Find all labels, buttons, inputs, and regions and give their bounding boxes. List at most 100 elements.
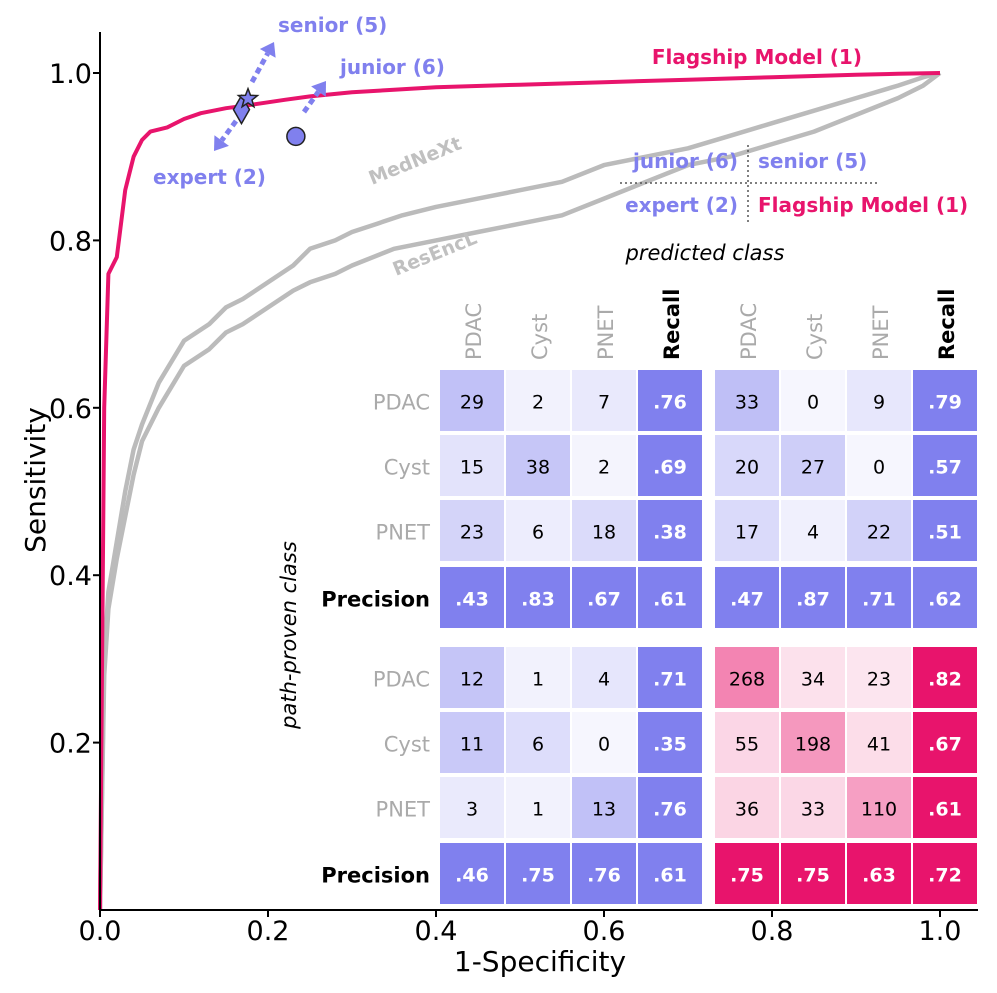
matrix-cell-value: .67 — [587, 589, 621, 611]
y-tick-label: 0.2 — [49, 729, 92, 760]
matrix-cell-value: .69 — [653, 457, 687, 479]
matrix-cell-value: .61 — [653, 589, 687, 611]
matrix-cell — [715, 370, 779, 431]
matrix-cell-value: 38 — [526, 457, 550, 479]
y-tick-label: 0.8 — [49, 226, 92, 257]
row-header: Cyst — [384, 456, 430, 480]
row-header: Precision — [321, 588, 430, 612]
confusion-matrix-junior-6: 29 2 7 .76 15 38 2 .69 23 6 18 .38 .43 .83 .67 .61 — [440, 370, 702, 628]
matrix-cell-value: .83 — [521, 589, 555, 611]
matrix-cell-value: 7 — [598, 392, 610, 414]
matrix-cell-value: .71 — [653, 669, 687, 691]
matrix-cell — [781, 712, 845, 773]
matrix-cell — [847, 647, 911, 708]
matrix-cell-value: .76 — [653, 799, 687, 821]
x-axis-label: 1-Specificity — [454, 945, 626, 978]
matrix-cell — [913, 777, 977, 838]
matrix-cell — [715, 712, 779, 773]
matrix-cell — [506, 567, 570, 628]
matrix-cell — [440, 647, 504, 708]
matrix-cell — [913, 843, 977, 904]
col-header: Cyst — [528, 314, 552, 360]
matrix-cell — [572, 647, 636, 708]
matrix-cell — [440, 712, 504, 773]
junior-label: junior (6) — [339, 55, 445, 79]
matrix-cell-value: 0 — [873, 457, 885, 479]
matrix-cell — [847, 777, 911, 838]
matrix-cell — [506, 777, 570, 838]
matrix-cell — [638, 843, 702, 904]
matrix-cell-value: 0 — [807, 392, 819, 414]
x-tick-label: 0.2 — [247, 916, 290, 947]
matrix-cell-value: 34 — [801, 669, 825, 691]
col-header: Recall — [660, 289, 684, 360]
matrix-cell — [913, 370, 977, 431]
matrix-cell-value: .87 — [796, 589, 830, 611]
matrix-cell-value: .43 — [455, 589, 489, 611]
y-tick-label: 0.6 — [49, 394, 92, 425]
matrix-cell-value: 27 — [801, 457, 825, 479]
matrix-cell — [847, 843, 911, 904]
matrix-cell-value: .82 — [928, 669, 962, 691]
matrix-cell — [715, 647, 779, 708]
matrix-cell-value: .46 — [455, 865, 489, 887]
matrix-cell — [913, 647, 977, 708]
matrix-cell-value: .57 — [928, 457, 962, 479]
matrix-cell — [715, 843, 779, 904]
col-header: PNET — [594, 305, 618, 360]
matrix-cell — [572, 370, 636, 431]
matrix-cell — [440, 567, 504, 628]
matrix-cell-value: 110 — [861, 799, 897, 821]
matrix-cell — [781, 370, 845, 431]
y-tick-label: 1.0 — [49, 59, 92, 90]
matrix-cell-value: 15 — [460, 457, 484, 479]
matrix-cell-value: 4 — [807, 522, 819, 544]
senior-arrow — [249, 42, 276, 84]
matrix-cell-value: 9 — [873, 392, 885, 414]
matrix-cell — [440, 500, 504, 561]
matrix-cell-value: .75 — [796, 865, 830, 887]
matrix-cell-value: .63 — [862, 865, 896, 887]
matrix-cell — [913, 712, 977, 773]
matrix-cell-value: .67 — [928, 734, 962, 756]
matrix-cell — [913, 435, 977, 496]
matrix-cell-value: 198 — [795, 734, 831, 756]
matrix-cell — [715, 777, 779, 838]
matrix-cell — [781, 435, 845, 496]
matrix-cell-value: .47 — [730, 589, 764, 611]
matrix-cell — [638, 777, 702, 838]
matrix-cell-value: 23 — [867, 669, 891, 691]
matrix-cell — [572, 435, 636, 496]
matrix-cell — [781, 647, 845, 708]
confusion-matrix-flagship-model-1: 268 34 23 .82 55 198 41 .67 36 33 110 .61 .75 .75 .63.… — [715, 647, 977, 904]
matrix-cell — [715, 500, 779, 561]
matrix-cell-value: .61 — [928, 799, 962, 821]
matrix-cell-value: 33 — [735, 392, 759, 414]
confusion-matrix-expert-2: 12 1 4 .71 11 6 0 .35 3 1 13 .76 .46 .75 .76 .61 — [440, 647, 702, 904]
matrix-cell — [638, 712, 702, 773]
matrix-cell — [638, 567, 702, 628]
row-header: PNET — [376, 521, 431, 545]
col-header: Recall — [935, 289, 959, 360]
confusion-matrix-senior-5: 33 0 9 .79 20 27 0 .57 17 4 22 .51 .47 .87 .71 .62 — [715, 370, 977, 628]
x-tick-label: 0.4 — [415, 916, 458, 947]
matrix-cell — [781, 500, 845, 561]
col-header: PNET — [869, 305, 893, 360]
matrix-cell-value: 4 — [598, 669, 610, 691]
matrix-cell-value: .61 — [653, 865, 687, 887]
matrix-cell — [913, 500, 977, 561]
matrix-cell-value: .79 — [928, 392, 962, 414]
matrix-cell — [781, 777, 845, 838]
matrix-cell-value: .76 — [653, 392, 687, 414]
matrix-cell — [572, 500, 636, 561]
row-header: PDAC — [373, 391, 430, 415]
y-tick-label: 0.4 — [49, 561, 92, 592]
matrix-cell-value: .75 — [730, 865, 764, 887]
expert-label: expert (2) — [153, 165, 266, 189]
matrix-cell — [572, 712, 636, 773]
legend-top-left: junior (6) — [632, 149, 738, 173]
matrix-cell — [506, 435, 570, 496]
matrix-cell-value: .71 — [862, 589, 896, 611]
matrix-cell — [440, 435, 504, 496]
